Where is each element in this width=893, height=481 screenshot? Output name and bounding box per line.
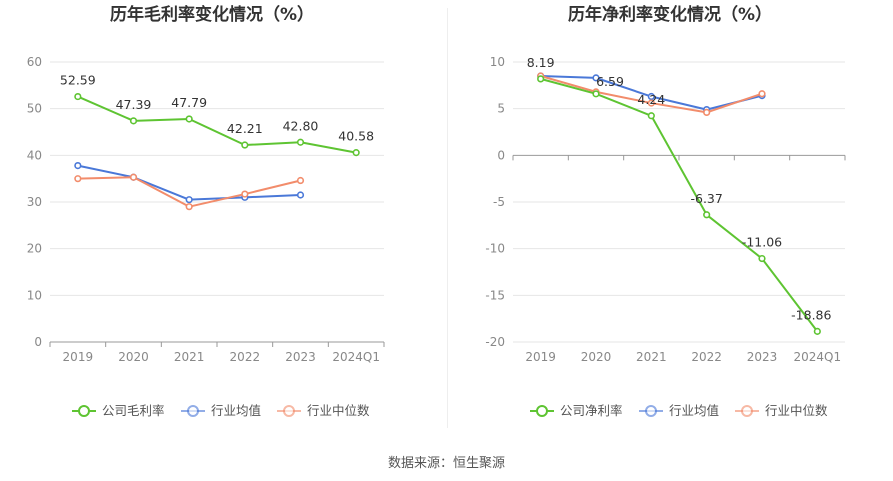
data-point xyxy=(703,108,711,116)
data-point xyxy=(74,175,82,183)
legend-marker xyxy=(187,405,199,417)
data-point xyxy=(185,196,193,204)
data-point xyxy=(185,203,193,211)
data-point xyxy=(296,138,305,146)
y-tick-label: 30 xyxy=(27,195,42,209)
data-point xyxy=(241,141,249,149)
data-label: 42.80 xyxy=(283,118,319,133)
y-tick-label: 0 xyxy=(497,148,505,162)
y-tick-label: -10 xyxy=(485,242,505,256)
data-label: 6.59 xyxy=(596,74,624,89)
data-point xyxy=(185,115,193,123)
data-point xyxy=(129,173,138,181)
data-point xyxy=(813,327,821,335)
y-tick-label: 5 xyxy=(497,102,505,116)
y-tick-label: 20 xyxy=(27,242,42,256)
x-tick-label: 2022 xyxy=(230,350,261,364)
x-tick-label: 2021 xyxy=(636,350,667,364)
data-label: 47.39 xyxy=(116,97,152,112)
data-point xyxy=(537,75,545,83)
data-point xyxy=(74,162,82,170)
y-tick-label: 10 xyxy=(490,55,505,69)
legend-label: 行业中位数 xyxy=(307,403,370,418)
chart-title: 历年净利率变化情况（%） xyxy=(568,4,772,25)
legend-label: 行业中位数 xyxy=(765,403,828,418)
x-tick-label: 2020 xyxy=(118,350,149,364)
data-point xyxy=(592,90,600,98)
data-label: 42.21 xyxy=(227,121,263,136)
legend-label: 公司毛利率 xyxy=(102,403,165,418)
data-point xyxy=(647,112,655,120)
data-point xyxy=(758,90,766,98)
y-tick-label: 60 xyxy=(27,55,42,69)
series-line-1 xyxy=(77,164,301,201)
legend-marker xyxy=(645,405,657,417)
series-line-0 xyxy=(540,77,819,332)
y-tick-label: 0 xyxy=(34,335,42,349)
data-point xyxy=(129,117,138,125)
y-tick-label: -20 xyxy=(485,335,505,349)
data-point xyxy=(296,176,305,185)
y-tick-label: -15 xyxy=(485,288,505,302)
panel-divider xyxy=(447,8,448,428)
x-tick-label: 2019 xyxy=(525,350,556,364)
data-point xyxy=(592,74,600,82)
y-tick-label: 10 xyxy=(27,288,42,302)
data-label: -18.86 xyxy=(791,307,831,322)
data-point xyxy=(241,190,249,198)
data-label: -11.06 xyxy=(742,235,782,250)
source-note: 数据来源：恒生聚源 xyxy=(387,456,505,471)
x-tick-label: 2024Q1 xyxy=(332,350,380,364)
legend-marker xyxy=(78,405,90,417)
legend-label: 行业均值 xyxy=(669,403,719,418)
x-tick-label: 2024Q1 xyxy=(794,350,842,364)
x-tick-label: 2023 xyxy=(285,350,316,364)
legend-marker xyxy=(741,405,753,417)
data-point xyxy=(296,191,305,199)
data-point xyxy=(703,211,711,219)
data-label: 40.58 xyxy=(338,129,374,144)
data-label: 52.59 xyxy=(60,73,96,88)
legend-label: 行业均值 xyxy=(211,403,261,418)
legend-marker xyxy=(283,405,295,417)
x-tick-label: 2022 xyxy=(691,350,722,364)
series-line-0 xyxy=(77,95,357,154)
x-tick-label: 2020 xyxy=(581,350,612,364)
data-label: 8.19 xyxy=(527,55,555,70)
data-point xyxy=(647,99,655,107)
chart-title: 历年毛利率变化情况（%） xyxy=(110,4,314,25)
x-tick-label: 2021 xyxy=(174,350,205,364)
legend-marker xyxy=(536,405,548,417)
data-point xyxy=(352,149,360,157)
y-tick-label: 40 xyxy=(27,148,42,162)
data-point xyxy=(74,92,82,101)
x-tick-label: 2019 xyxy=(63,350,94,364)
legend-label: 公司净利率 xyxy=(560,403,623,418)
y-tick-label: 50 xyxy=(27,102,42,116)
data-label: 47.79 xyxy=(171,95,207,110)
data-label: -6.37 xyxy=(690,191,722,206)
x-tick-label: 2023 xyxy=(747,350,778,364)
data-point xyxy=(647,92,655,101)
data-point xyxy=(758,254,766,263)
data-label: 4.24 xyxy=(637,92,665,107)
y-tick-label: -5 xyxy=(493,195,505,209)
